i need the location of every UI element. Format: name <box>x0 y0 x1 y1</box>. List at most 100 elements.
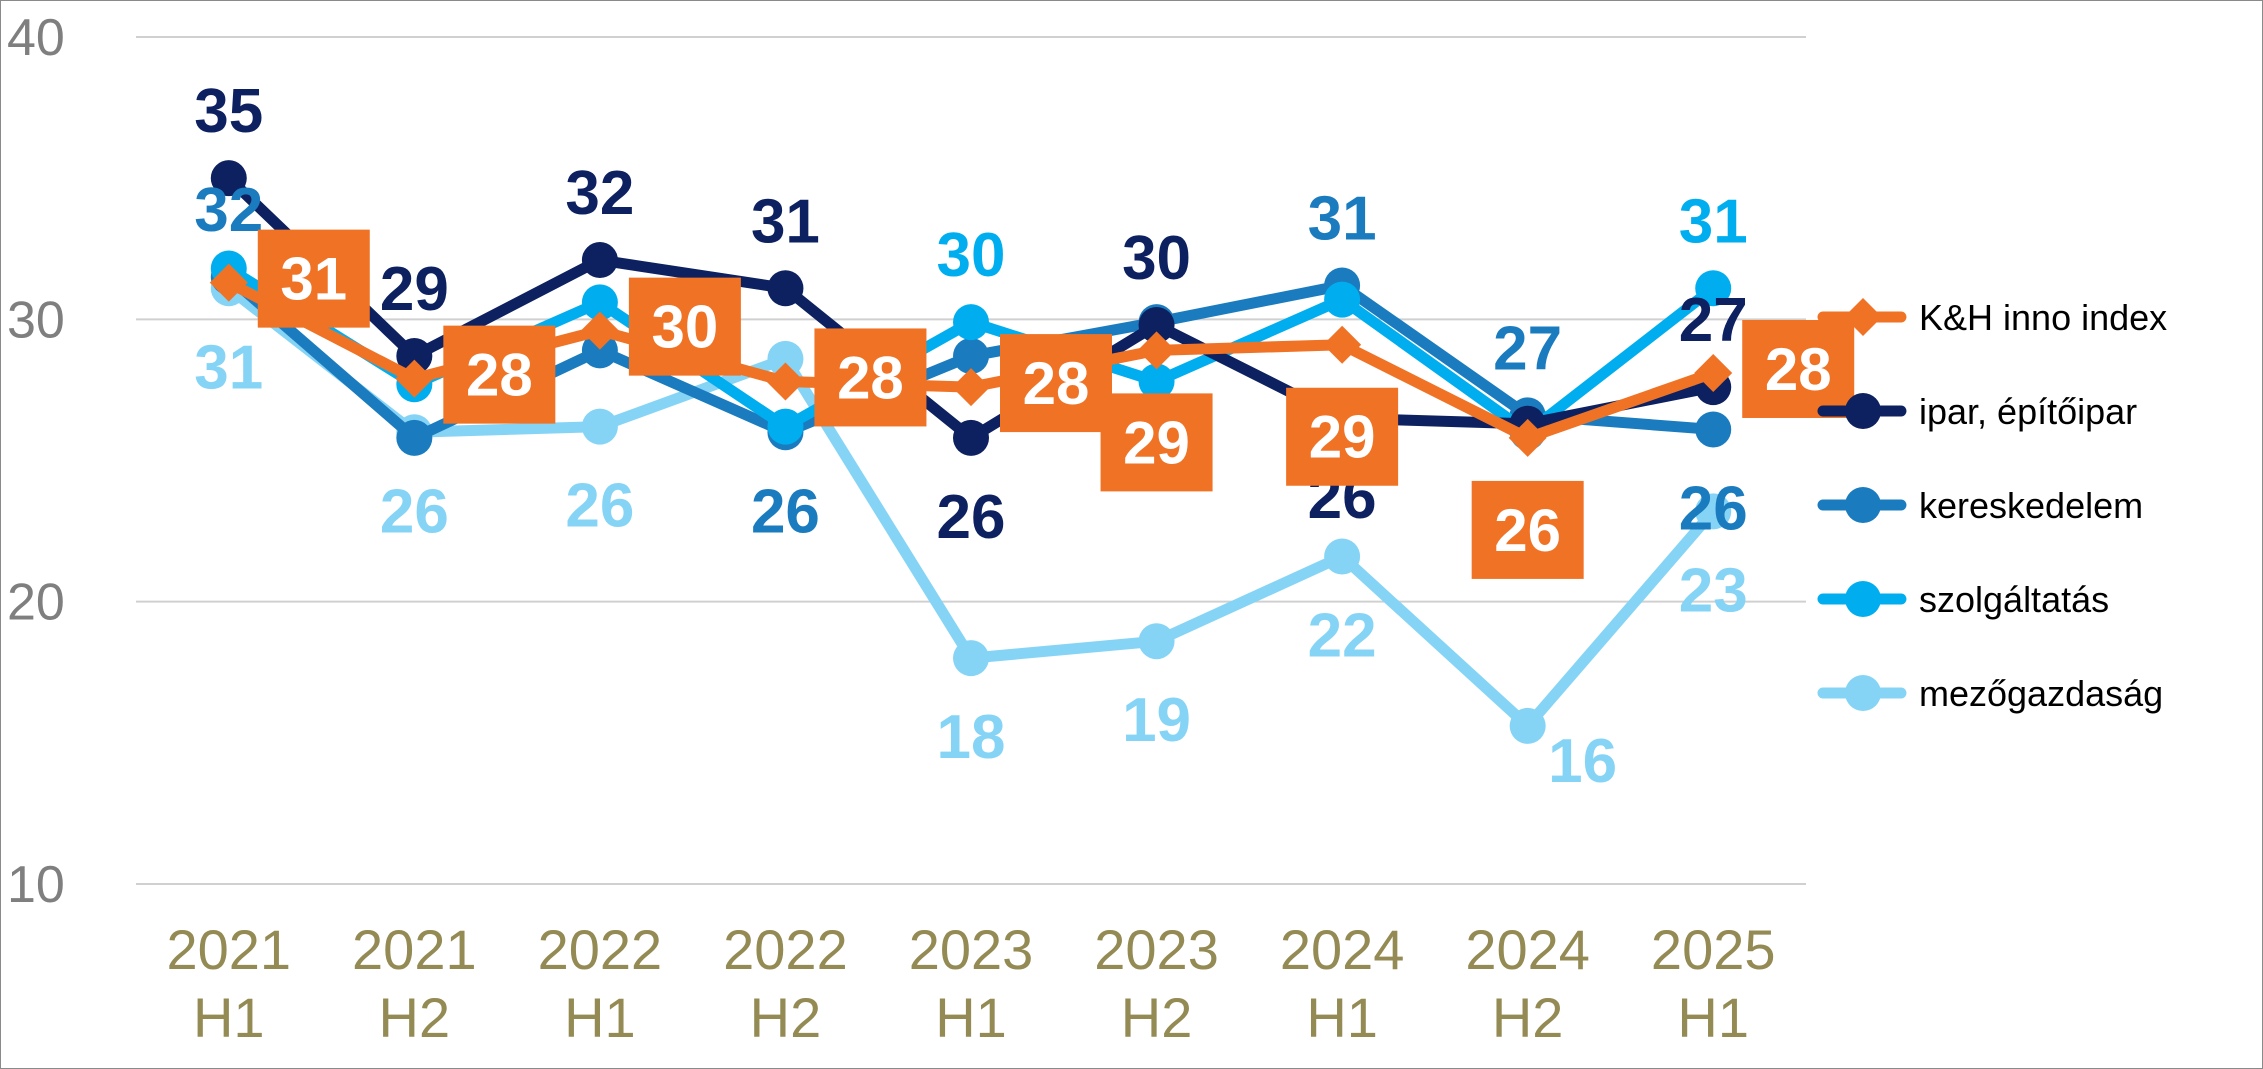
x-tick-label-5-line-1: H2 <box>1121 986 1193 1049</box>
x-tick-label-3-line-1: H2 <box>750 986 822 1049</box>
label-mezogazdasag-2: 26 <box>565 472 634 541</box>
label-ipar-epitoipar-4: 26 <box>937 483 1006 552</box>
x-tick-label-6-line-1: H1 <box>1306 986 1378 1049</box>
point-szolgaltatas-3 <box>767 408 804 445</box>
label-ipar-epitoipar-2: 32 <box>565 159 634 228</box>
x-tick-label-3-line-0: 2022 <box>723 918 848 981</box>
label-kandh-inno-index-7: 26 <box>1494 497 1561 564</box>
point-mezogazdasag-2 <box>581 408 618 445</box>
point-kandh-inno-index-7 <box>1508 418 1547 457</box>
label-kandh-inno-index-2: 30 <box>652 294 719 361</box>
legend-marker-mezogazdasag <box>1845 675 1881 711</box>
point-szolgaltatas-8 <box>1695 270 1732 307</box>
point-ipar-epitoipar-0 <box>210 160 247 197</box>
point-kereskedelem-4 <box>953 338 989 375</box>
x-tick-label-0-line-0: 2021 <box>166 918 291 981</box>
point-ipar-epitoipar-1 <box>396 338 433 375</box>
point-mezogazdasag-8 <box>1695 493 1732 530</box>
label-kandh-inno-index-8: 28 <box>1765 336 1832 403</box>
label-kandh-inno-index-1: 28 <box>466 342 533 409</box>
x-tick-label-2-line-0: 2022 <box>538 918 663 981</box>
label-box-kandh-inno-index-2 <box>628 277 741 376</box>
label-mezogazdasag-5: 19 <box>1122 686 1191 755</box>
label-mezogazdasag-1: 26 <box>380 477 449 546</box>
x-tick-label-8-line-1: H1 <box>1677 986 1749 1049</box>
label-szolgaltatas-4: 30 <box>937 221 1006 290</box>
x-tick-label-7-line-1: H2 <box>1492 986 1564 1049</box>
point-kereskedelem-2 <box>581 332 618 369</box>
x-tick-label-1-line-0: 2021 <box>352 918 477 981</box>
label-kereskedelem-0: 32 <box>194 176 263 245</box>
x-tick-label-4-line-0: 2023 <box>909 918 1034 981</box>
label-kandh-inno-index-0: 31 <box>280 246 347 313</box>
point-ipar-epitoipar-4 <box>953 419 989 456</box>
label-box-kandh-inno-index-1 <box>443 325 556 424</box>
x-tick-label-2-line-1: H1 <box>564 986 636 1049</box>
label-ipar-epitoipar-3: 31 <box>751 187 820 256</box>
x-tick-label-8-line-0: 2025 <box>1651 918 1776 981</box>
legend-marker-kereskedelem <box>1845 487 1881 523</box>
legend-label-ipar-epitoipar: ipar, építőipar <box>1919 391 2137 432</box>
point-kandh-inno-index-6 <box>1323 325 1362 364</box>
label-mezogazdasag-7: 16 <box>1548 727 1617 796</box>
legend-label-szolgaltatas: szolgáltatás <box>1919 579 2109 620</box>
legend-label-kandh-inno-index: K&H inno index <box>1919 297 2167 338</box>
label-box-kandh-inno-index-0 <box>257 229 370 328</box>
legend-marker-kandh-inno-index <box>1844 298 1882 336</box>
point-kandh-inno-index-2 <box>580 311 619 350</box>
x-tick-label-1-line-1: H2 <box>379 986 451 1049</box>
point-kandh-inno-index-0 <box>209 263 248 302</box>
x-tick-label-4-line-1: H1 <box>935 986 1007 1049</box>
point-ipar-epitoipar-2 <box>581 242 618 279</box>
x-tick-label-6-line-0: 2024 <box>1280 918 1405 981</box>
legend-label-mezogazdasag: mezőgazdaság <box>1919 673 2163 714</box>
point-kandh-inno-index-1 <box>395 359 434 398</box>
y-tick-label-10: 10 <box>7 856 65 914</box>
label-szolgaltatas-8: 31 <box>1679 187 1748 256</box>
point-szolgaltatas-4 <box>953 304 989 341</box>
label-box-kandh-inno-index-4 <box>1000 334 1112 433</box>
point-szolgaltatas-6 <box>1324 281 1361 318</box>
point-kandh-inno-index-3 <box>766 362 805 401</box>
label-ipar-epitoipar-0: 35 <box>194 77 263 146</box>
label-mezogazdasag-8: 23 <box>1679 556 1748 625</box>
point-mezogazdasag-7 <box>1509 707 1546 744</box>
legend: K&H inno index ipar, építőipar kereskedele… <box>1817 297 2167 714</box>
x-tick-label-5-line-0: 2023 <box>1094 918 1219 981</box>
label-kereskedelem-6: 31 <box>1308 184 1377 253</box>
label-kandh-inno-index-4: 28 <box>1023 350 1090 417</box>
point-ipar-epitoipar-3 <box>767 270 804 307</box>
point-szolgaltatas-2 <box>581 284 618 321</box>
label-kandh-inno-index-6: 29 <box>1309 404 1376 471</box>
y-axis: 10 20 30 40 <box>7 9 65 914</box>
x-axis: 2021H12021H22022H12022H22023H12023H22024… <box>166 918 1775 1049</box>
label-kereskedelem-7: 27 <box>1493 314 1562 383</box>
y-tick-label-20: 20 <box>7 574 65 632</box>
y-tick-label-40: 40 <box>7 9 65 67</box>
point-mezogazdasag-5 <box>1138 623 1175 660</box>
x-tick-label-0-line-1: H1 <box>193 986 265 1049</box>
label-ipar-epitoipar-8: 27 <box>1679 286 1748 355</box>
point-kereskedelem-8 <box>1695 411 1732 448</box>
label-ipar-epitoipar-1: 29 <box>380 255 449 324</box>
legend-marker-ipar-epitoipar <box>1845 393 1881 429</box>
label-kandh-inno-index-3: 28 <box>837 344 904 411</box>
legend-marker-szolgaltatas <box>1845 581 1881 617</box>
x-tick-label-7-line-0: 2024 <box>1465 918 1590 981</box>
label-box-kandh-inno-index-3 <box>814 328 927 427</box>
point-mezogazdasag-3 <box>767 340 804 377</box>
label-kereskedelem-8: 26 <box>1679 474 1748 543</box>
point-ipar-epitoipar-5 <box>1138 306 1175 343</box>
point-mezogazdasag-6 <box>1324 538 1361 575</box>
point-kandh-inno-index-5 <box>1137 331 1176 370</box>
point-kandh-inno-index-8 <box>1694 353 1733 392</box>
label-mezogazdasag-6: 22 <box>1308 601 1377 670</box>
label-box-kandh-inno-index-6 <box>1286 387 1399 486</box>
label-mezogazdasag-4: 18 <box>937 703 1006 772</box>
label-kandh-inno-index-5: 29 <box>1123 409 1190 476</box>
label-kereskedelem-3: 26 <box>751 477 820 546</box>
point-kereskedelem-1 <box>396 419 433 456</box>
point-szolgaltatas-5 <box>1138 363 1175 400</box>
point-mezogazdasag-4 <box>953 640 989 677</box>
